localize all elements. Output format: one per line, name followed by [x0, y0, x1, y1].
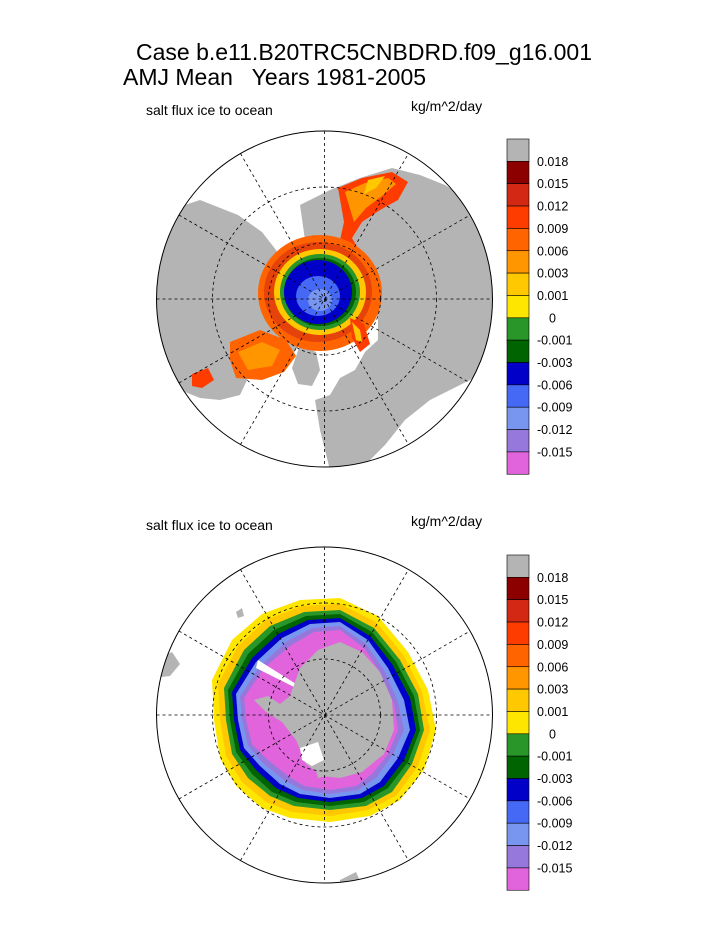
period-title: AMJ Mean Years 1981-2005	[123, 64, 427, 90]
nh-level-label: 0.006	[537, 244, 568, 258]
nh-colorbar: 0.018 0.015 0.012 0.009 0.006 0.003 0.00…	[506, 138, 572, 475]
nh-ice-field	[192, 172, 408, 388]
nh-colorbar-box	[506, 317, 530, 341]
sh-level-label: -0.006	[537, 794, 572, 808]
nh-colorbar-box	[506, 339, 530, 363]
nh-shelf-fringe-yellow	[364, 176, 385, 194]
sh-level-label: -0.001	[537, 750, 572, 764]
nh-units-label: kg/m^2/day	[411, 98, 483, 114]
sh-colorbar-box	[506, 800, 530, 824]
nh-colorbar-box	[506, 406, 530, 430]
sh-colorbar-box	[506, 711, 530, 735]
sh-level-label: 0.003	[537, 683, 568, 697]
nh-level-label: -0.003	[537, 356, 572, 370]
nh-colorbar-box	[506, 362, 530, 386]
sh-level-label: -0.003	[537, 772, 572, 786]
sh-level-label: 0.015	[537, 593, 568, 607]
nh-map-border	[156, 130, 493, 468]
nh-colorbar-box	[506, 250, 530, 274]
sh-colorbar-box	[506, 688, 530, 712]
nh-colorbar-box	[506, 451, 530, 475]
nh-colorbar-box	[506, 183, 530, 207]
sh-map-title: salt flux ice to ocean	[146, 517, 273, 533]
nh-core-palest	[308, 289, 332, 311]
sh-level-label: -0.009	[537, 817, 572, 831]
sh-colorbar-box	[506, 577, 530, 601]
sh-colorbar-boxes	[506, 554, 530, 891]
sh-weddell-patch	[316, 766, 326, 778]
sh-level-label: -0.015	[537, 861, 572, 875]
sh-map-border	[156, 546, 493, 884]
sh-colorbar-box	[506, 644, 530, 668]
sh-colorbar-box	[506, 666, 530, 690]
nh-level-label: -0.009	[537, 401, 572, 415]
nh-colorbar-boxes	[506, 138, 530, 475]
nh-level-label: -0.012	[537, 423, 572, 437]
sh-level-label: 0.012	[537, 616, 568, 630]
nh-polar-map	[156, 130, 493, 468]
nh-level-label: 0.009	[537, 222, 568, 236]
nh-colorbar-box	[506, 228, 530, 252]
nh-map-title: salt flux ice to ocean	[146, 102, 273, 118]
nh-colorbar-box	[506, 272, 530, 296]
sh-white-streak	[256, 660, 300, 690]
sh-colorbar: 0.018 0.015 0.012 0.009 0.006 0.003 0.00…	[506, 554, 572, 891]
nh-colorbar-box	[506, 161, 530, 185]
sh-colorbar-box	[506, 621, 530, 645]
nh-greenland-sea-yellow	[352, 322, 362, 342]
nh-colorbar-box	[506, 205, 530, 229]
sh-colorbar-box	[506, 867, 530, 891]
sh-graticule	[156, 547, 493, 883]
nh-level-label: -0.006	[537, 378, 572, 392]
sh-level-label: 0.006	[537, 660, 568, 674]
sh-ross-ice-shelf	[300, 742, 324, 766]
sh-colorbar-box	[506, 733, 530, 757]
sh-level-label: 0.009	[537, 638, 568, 652]
nh-colorbar-box	[506, 384, 530, 408]
nh-level-label: -0.015	[537, 445, 572, 459]
sh-colorbar-box	[506, 554, 530, 578]
nh-bering-fringe	[192, 368, 214, 388]
sh-level-label: 0.018	[537, 571, 568, 585]
sh-colorbar-box	[506, 599, 530, 623]
sh-level-label: 0	[549, 727, 556, 741]
sh-units-label: kg/m^2/day	[411, 513, 483, 529]
nh-graticule	[156, 131, 493, 467]
sh-polar-map	[156, 546, 493, 884]
nh-colorbar-box	[506, 429, 530, 453]
nh-colorbar-labels: 0.018 0.015 0.012 0.009 0.006 0.003 0.00…	[537, 155, 572, 460]
nh-level-label: 0.003	[537, 267, 568, 281]
sh-colorbar-box	[506, 755, 530, 779]
nh-level-label: 0.018	[537, 155, 568, 169]
nh-baffin-fringe-inner	[238, 342, 280, 370]
sh-colorbar-box	[506, 778, 530, 802]
nh-level-label: -0.001	[537, 334, 572, 348]
sh-level-label: 0.001	[537, 705, 568, 719]
nh-colorbar-box	[506, 138, 530, 162]
sh-colorbar-box	[506, 845, 530, 869]
nh-shelf-fringe-east-inner	[345, 178, 396, 222]
sh-colorbar-labels: 0.018 0.015 0.012 0.009 0.006 0.003 0.00…	[537, 571, 572, 876]
nh-level-label: 0.015	[537, 177, 568, 191]
case-title: Case b.e11.B20TRC5CNBDRD.f09_g16.001	[136, 39, 592, 65]
nh-colorbar-box	[506, 295, 530, 319]
sh-antarctica	[254, 642, 394, 778]
nh-level-label: 0.012	[537, 200, 568, 214]
nh-level-label: 0.001	[537, 289, 568, 303]
sh-level-label: -0.012	[537, 839, 572, 853]
sh-colorbar-box	[506, 822, 530, 846]
nh-level-label: 0	[549, 311, 556, 325]
